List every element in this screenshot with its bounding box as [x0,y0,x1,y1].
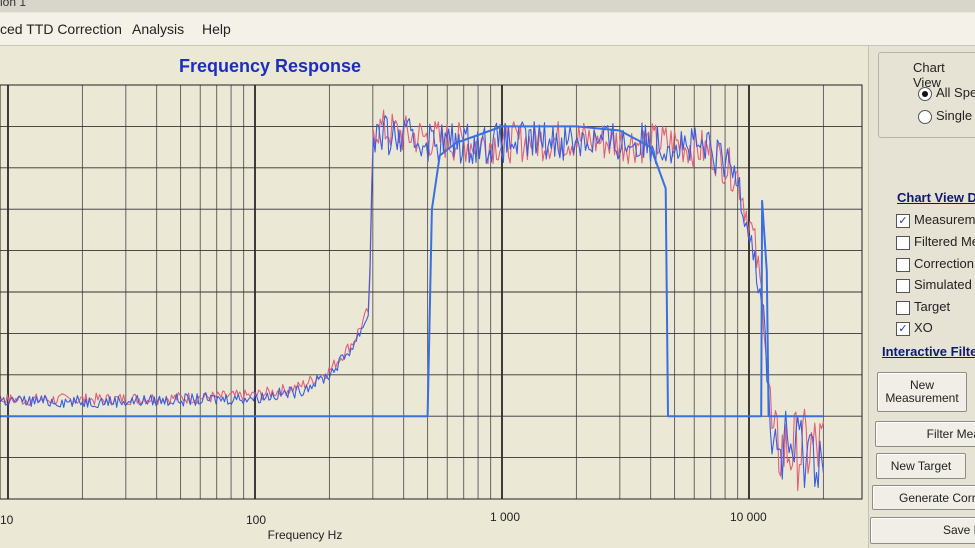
checkbox-correction[interactable]: Correction [896,256,974,272]
chart-view-details-heading: Chart View D [897,190,975,205]
series-line-1 [0,109,824,492]
menu-item-analysis[interactable]: Analysis [132,21,185,37]
menu-bar: ced TTD Correction Analysis Help [0,13,975,46]
series-line-3 [0,125,824,418]
window-title-bar: ion 1 [0,0,975,12]
plot-series [0,109,824,492]
new-measurement-button[interactable]: New Measurement [877,372,967,412]
checkbox-label: Simulated R [914,277,975,292]
x-tick-label: 100 [246,513,267,527]
checkbox-target[interactable]: Target [896,299,950,315]
new-target-button[interactable]: New Target [876,453,966,479]
checkbox-xo[interactable]: ✓ XO [896,320,933,336]
checkbox-checked-icon: ✓ [896,213,910,228]
menu-item-ttd-correction[interactable]: ced TTD Correction [0,21,122,37]
checkbox-empty-icon [896,235,910,250]
save-filter-button[interactable]: Save F [870,517,975,544]
checkbox-empty-icon [896,278,910,293]
chart-view-groupbox [878,52,975,138]
window-title: ion 1 [0,0,27,9]
radio-single-spectrum[interactable]: Single S [918,108,975,124]
radio-selected-icon [918,86,932,101]
checkbox-label: Target [914,299,951,314]
x-tick-label: 1 000 [490,510,521,524]
filter-measurement-button[interactable]: Filter Meas [875,421,975,447]
plot-frame [0,84,863,500]
menu-item-help[interactable]: Help [202,21,231,37]
chart-title: Frequency Response [178,56,362,76]
x-tick-label: 10 000 [730,510,767,524]
interactive-filters-heading: Interactive Filter [882,344,975,359]
checkbox-simulated[interactable]: Simulated R [896,277,975,293]
checkbox-label: Correction [914,256,974,271]
checkbox-empty-icon [896,257,910,272]
x-axis-label: Frequency Hz [267,528,343,542]
radio-label: All Spe [936,85,975,100]
checkbox-label: Measureme [914,212,975,227]
radio-label: Single S [936,108,975,123]
checkbox-filtered-measurement[interactable]: Filtered Me [896,234,975,250]
x-tick-label: 10 [0,513,14,527]
generate-correction-button[interactable]: Generate Corr [872,485,975,510]
radio-all-spectrum[interactable]: All Spe [918,85,975,101]
checkbox-label: Filtered Me [914,234,975,249]
checkbox-empty-icon [896,300,910,315]
chart-view-title: Chart View [911,60,975,90]
checkbox-label: XO [914,320,933,335]
radio-unselected-icon [918,109,932,124]
frequency-response-plot[interactable] [0,0,868,548]
series-line-2 [0,115,824,489]
checkbox-checked-icon: ✓ [896,321,910,336]
checkbox-measurement[interactable]: ✓ Measureme [896,212,975,228]
